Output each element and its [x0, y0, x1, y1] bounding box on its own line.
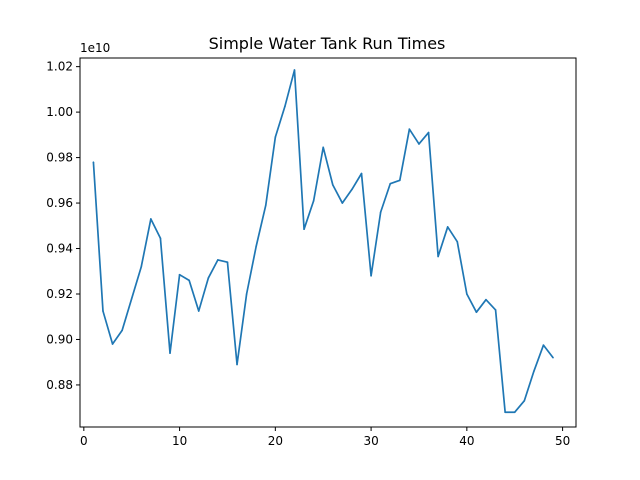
data-point [322, 146, 325, 149]
data-point [111, 343, 114, 345]
data-point [150, 218, 152, 220]
data-point [418, 143, 420, 145]
chart-title: Simple Water Tank Run Times [209, 34, 446, 53]
data-point [370, 275, 372, 277]
data-point [513, 411, 516, 414]
x-tick-label: 20 [268, 434, 283, 448]
data-point [102, 310, 104, 312]
x-tick-label: 30 [363, 434, 378, 448]
data-point [178, 273, 181, 276]
data-point [121, 329, 123, 332]
data-point [351, 188, 353, 191]
data-point [427, 131, 430, 134]
data-point [226, 261, 229, 263]
data-point [456, 240, 459, 243]
data-point [408, 128, 411, 130]
data-point [399, 179, 401, 182]
data-point [446, 226, 449, 228]
x-tick-label: 40 [459, 434, 474, 448]
data-point [523, 400, 526, 402]
data-point [485, 298, 487, 301]
data-point [494, 309, 497, 311]
data-point [188, 279, 190, 282]
data-point [159, 237, 162, 240]
data-point [542, 344, 545, 346]
x-tick-label: 50 [555, 434, 570, 448]
data-point [207, 277, 210, 279]
y-tick-label: 0.92 [46, 287, 73, 301]
data-point [312, 199, 315, 202]
y-offset-label: 1e10 [80, 41, 110, 55]
x-tick-label: 10 [172, 434, 187, 448]
y-tick-label: 0.90 [46, 332, 73, 346]
data-point [379, 211, 382, 213]
y-tick-label: 1.02 [46, 60, 73, 74]
data-point [360, 172, 363, 175]
data-point [552, 356, 554, 359]
data-point [533, 370, 535, 373]
data-point [255, 245, 257, 248]
data-point [303, 228, 305, 230]
data-point [264, 204, 267, 207]
data-point [389, 182, 392, 185]
data-point [293, 69, 296, 71]
data-point [169, 352, 171, 354]
data-point [331, 184, 334, 186]
data-point [341, 202, 344, 204]
y-tick-label: 0.88 [46, 378, 73, 392]
x-tick-label: 0 [80, 434, 88, 448]
data-point [284, 105, 286, 108]
series-group [92, 69, 554, 414]
data-point [140, 265, 143, 268]
y-tick-label: 0.94 [46, 242, 73, 256]
data-point [466, 293, 468, 295]
axis-ticks: 0 10 20 30 40 50 0.88 0.90 0.92 0.94 0.96 0.98 1.00 1… [46, 60, 570, 448]
data-point [92, 161, 95, 163]
data-point [245, 293, 248, 295]
y-tick-label: 0.96 [46, 196, 73, 210]
data-point [475, 311, 478, 313]
plot-frame [79, 57, 577, 428]
y-tick-label: 1.00 [46, 105, 73, 119]
data-point [236, 363, 238, 366]
data-point [130, 297, 133, 300]
data-point [504, 411, 506, 414]
y-tick-label: 0.98 [46, 151, 73, 165]
data-point [197, 310, 200, 312]
data-point [274, 136, 277, 138]
data-point [437, 255, 439, 258]
data-point [217, 259, 219, 261]
